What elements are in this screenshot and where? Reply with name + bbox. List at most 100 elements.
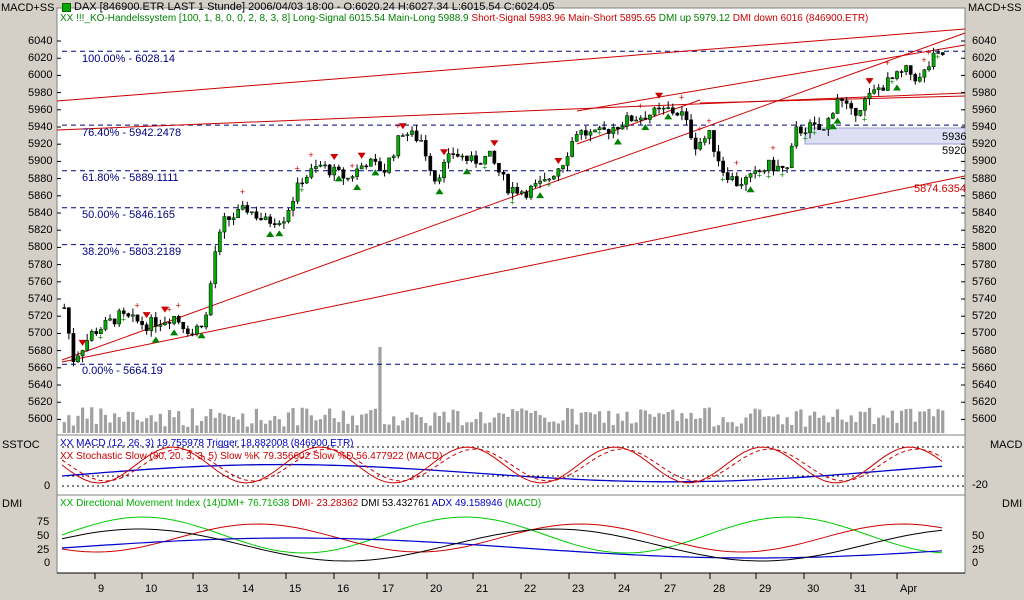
candle-body [190, 333, 195, 336]
volume-bar [67, 415, 71, 433]
dmi-legend: XX Directional Movement Index (14)DMI+ 7… [60, 498, 541, 510]
dmi-tick-25-left: 25 [37, 544, 50, 556]
dmi-line [61, 528, 943, 562]
candle-body [936, 52, 940, 54]
date-label: 23 [572, 583, 585, 595]
price-tick-label: 5680 [28, 344, 53, 357]
volume-bar [538, 415, 542, 433]
price-tick-label: 6040 [28, 35, 53, 47]
volume-bar [177, 411, 181, 433]
plus-marker: + [770, 143, 775, 153]
candle-body [556, 168, 561, 177]
macd-legend: XX MACD (12, 26, 3) 19.755978 Trigger 18… [60, 438, 354, 449]
volume-bar [350, 415, 355, 433]
candle-body [304, 176, 309, 184]
volume-bar [305, 408, 309, 433]
price-tick-label: 5600 [972, 413, 997, 426]
plus-marker: + [720, 174, 725, 184]
candle-body [364, 165, 369, 168]
dmi-tick-0-right: 0 [972, 557, 979, 569]
short-signal-marker [490, 140, 499, 147]
candle-body [368, 158, 373, 167]
candle-body [931, 52, 936, 68]
candle-body [126, 313, 131, 317]
candle-body [524, 191, 529, 198]
candle-body [922, 69, 927, 78]
price-tick-label: 5920 [972, 138, 997, 151]
plus-marker: + [921, 55, 926, 65]
volume-bar [790, 424, 794, 433]
volume-bar [913, 421, 917, 433]
date-label: 9 [98, 583, 105, 595]
chart-title: DAX [846900.ETR LAST 1 Stunde] 2006/04/0… [74, 1, 555, 13]
plus-marker: + [308, 150, 313, 160]
volume-bar [236, 419, 240, 433]
volume-bar [753, 408, 757, 433]
volume-bar [364, 413, 368, 433]
candle-body [263, 216, 268, 220]
volume-bar [90, 407, 94, 433]
short-signal-marker [78, 339, 87, 346]
date-label: 14 [242, 583, 255, 595]
candle-body [858, 110, 863, 116]
price-tick-label: 5840 [28, 207, 53, 219]
plus-marker: + [295, 163, 300, 173]
volume-bar [575, 424, 579, 433]
candle-body [565, 156, 570, 166]
candle-body [172, 316, 176, 324]
candle-body [423, 140, 428, 157]
volume-bar [328, 408, 332, 433]
plus-marker: + [802, 134, 807, 144]
volume-bar [71, 425, 76, 433]
candle-body [350, 176, 355, 179]
candle-body [739, 183, 744, 187]
volume-bar [799, 409, 803, 433]
candle-body [217, 231, 222, 252]
candle-body [821, 129, 826, 131]
candle-body [359, 165, 364, 170]
candle-body [437, 177, 442, 182]
short-signal-marker [655, 92, 664, 99]
price-tick-label: 6000 [28, 69, 53, 82]
price-tick-label: 5660 [28, 361, 53, 374]
volume-bar [648, 414, 652, 433]
volume-bar [401, 420, 405, 433]
price-tick-label: 5900 [972, 155, 997, 168]
price-tick-label: 5740 [28, 293, 53, 305]
candle-body [890, 77, 895, 79]
volume-bar [543, 417, 547, 433]
volume-bar [744, 417, 748, 433]
corner-label-right: MACD+SS [968, 2, 1022, 14]
price-tick-label: 6000 [972, 69, 997, 82]
candle-body [661, 107, 666, 110]
candle-body [474, 155, 478, 164]
volume-bar [877, 417, 881, 433]
volume-bar [703, 408, 707, 433]
ticker-text: (846900.ETR) [805, 13, 869, 24]
adx-value: ADX 49.158946 [431, 498, 503, 509]
candle-body [428, 155, 433, 171]
candle-body [433, 170, 437, 182]
volume-bar [771, 416, 776, 433]
candle-body [698, 142, 703, 150]
volume-bar [780, 424, 785, 433]
price-tick-label: 5720 [972, 310, 997, 323]
candle-body [542, 179, 547, 182]
candle-body [940, 52, 945, 55]
plus-marker: + [812, 128, 817, 138]
consolidation-box [804, 127, 966, 145]
candle-body [780, 165, 785, 168]
candle-body [236, 209, 240, 218]
fib-label-0: 0.00% - 5664.19 [82, 365, 163, 377]
volume-bar [378, 347, 382, 433]
long-signal-marker [892, 84, 901, 91]
volume-bar [639, 409, 643, 433]
price-tick-label: 6020 [972, 52, 997, 65]
volume-bar [428, 425, 432, 433]
price-tick-label: 5880 [972, 172, 997, 185]
candle-body [336, 166, 341, 170]
volume-bar [282, 426, 286, 433]
price-tick-label: 5720 [28, 310, 53, 323]
volume-bar [501, 413, 506, 433]
candle-body [771, 159, 776, 172]
